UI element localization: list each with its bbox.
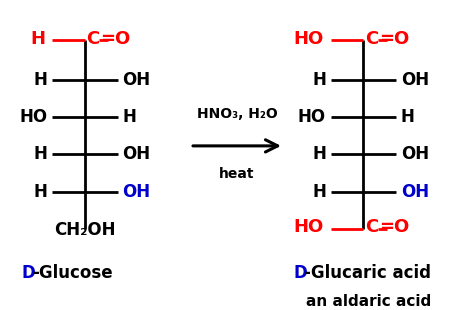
Text: =O: =O xyxy=(100,29,130,47)
Text: H: H xyxy=(122,108,136,126)
Text: OH: OH xyxy=(401,183,429,201)
Text: OH: OH xyxy=(122,71,150,89)
Text: OH: OH xyxy=(122,183,150,201)
Text: -Glucaric acid: -Glucaric acid xyxy=(303,264,430,282)
Text: H: H xyxy=(312,183,326,201)
Text: H: H xyxy=(33,145,47,163)
Text: C: C xyxy=(87,29,100,47)
Text: H: H xyxy=(312,71,326,89)
Text: HO: HO xyxy=(298,108,326,126)
Text: CH₂OH: CH₂OH xyxy=(54,221,116,239)
Text: =O: =O xyxy=(379,219,409,237)
Text: H: H xyxy=(401,108,415,126)
Text: HNO₃, H₂O: HNO₃, H₂O xyxy=(197,107,277,122)
Text: an aldaric acid: an aldaric acid xyxy=(306,294,432,309)
Text: C: C xyxy=(365,29,379,47)
Text: H: H xyxy=(312,145,326,163)
Text: heat: heat xyxy=(219,167,255,181)
Text: C: C xyxy=(365,219,379,237)
Text: OH: OH xyxy=(122,145,150,163)
Text: H: H xyxy=(33,71,47,89)
Text: -Glucose: -Glucose xyxy=(32,264,112,282)
Text: H: H xyxy=(33,183,47,201)
Text: OH: OH xyxy=(401,145,429,163)
Text: OH: OH xyxy=(401,71,429,89)
Text: HO: HO xyxy=(19,108,47,126)
Text: H: H xyxy=(30,29,45,47)
Text: =O: =O xyxy=(379,29,409,47)
Text: HO: HO xyxy=(293,219,324,237)
Text: HO: HO xyxy=(293,29,324,47)
Text: D: D xyxy=(293,264,307,282)
Text: D: D xyxy=(21,264,35,282)
